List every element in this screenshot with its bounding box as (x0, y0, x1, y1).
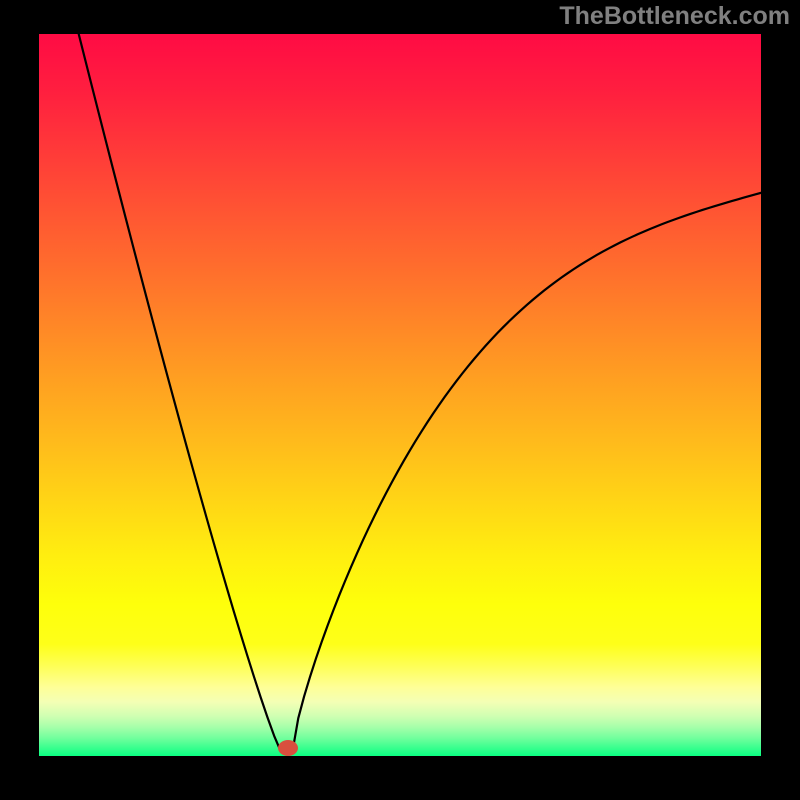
chart-svg (39, 34, 761, 756)
gradient-background (39, 34, 761, 756)
optimal-point-marker (278, 740, 298, 756)
plot-area (39, 34, 761, 756)
watermark-text: TheBottleneck.com (559, 2, 790, 31)
chart-outer: TheBottleneck.com (0, 0, 800, 800)
